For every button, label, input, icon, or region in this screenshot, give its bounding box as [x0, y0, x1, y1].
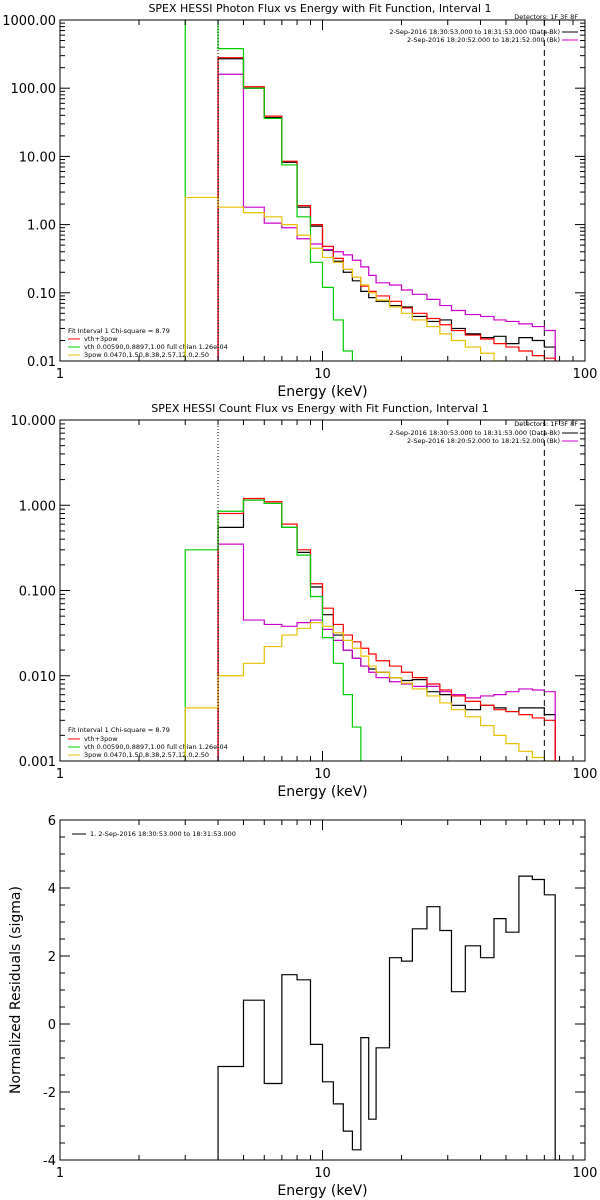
detectors-label: Detectors: 1F 3F 8F — [514, 13, 578, 21]
chart-1-ytick-label: 100.00 — [11, 82, 57, 97]
fit2-legend-vth-text: vth 0.00590,0.8897,1.00 full chian 1.26e… — [84, 743, 228, 751]
chart-2-series-3 — [184, 499, 362, 761]
residual-legend-text: 1. 2-Sep-2016 18:30:53.000 to 18:31:53.0… — [90, 830, 236, 838]
chart-3-ytick-label: -2 — [43, 1086, 56, 1101]
count-fit-legend: Fit Interval 1 Chi-square = 8.79 vth+3po… — [68, 726, 228, 759]
chart-1-ytick-label: 1.00 — [27, 219, 56, 234]
fit2-legend-3pow-text: 3pow 0.0470,1.50,8.38,2.57,12.0,2.50 — [84, 751, 209, 759]
chart-1-ytick-label: 1000.00 — [2, 14, 56, 29]
chart-1-plot: 1 10 100 Energy (keV) 0.01 0.10 1.00 10.00 100.0… — [2, 14, 598, 400]
chart-1-series-1 — [217, 73, 556, 361]
legend-data-bk-text: 2-Sep-2016 18:30:53.000 to 18:31:53.000 … — [389, 28, 560, 36]
chart-1-xtick-label: 100 — [573, 367, 598, 382]
chart-1-series-0 — [217, 58, 556, 361]
photon-top-legend: 2-Sep-2016 18:30:53.000 to 18:31:53.000 … — [389, 28, 578, 44]
chart-3-xtick-label: 100 — [573, 1166, 598, 1181]
photon-fit-legend: Fit Interval 1 Chi-square = 8.79 vth+3po… — [68, 327, 228, 359]
chart-3-series-group — [217, 875, 556, 1160]
fit2-legend-total-text: vth+3pow — [84, 735, 118, 743]
photon-flux-title: SPEX HESSI Photon Flux vs Energy with Fi… — [148, 2, 491, 15]
residual-ylabel: Normalized Residuals (sigma) — [8, 886, 24, 1094]
photon-flux-panel: SPEX HESSI Photon Flux vs Energy with Fi… — [68, 2, 578, 359]
chart-2-plot: 1 10 100 Energy (keV) 0.001 0.010 0.100 1.000 10… — [11, 414, 598, 800]
chart-2-xtick-label: 100 — [573, 767, 598, 782]
fit2-legend-header: Fit Interval 1 Chi-square = 8.79 — [68, 726, 170, 734]
count-top-legend: 2-Sep-2016 18:30:53.000 to 18:31:53.000 … — [389, 429, 578, 445]
chart-2-ytick-label: 1.000 — [19, 499, 56, 514]
chart-2-ytick-label: 0.001 — [19, 755, 56, 770]
legend-bk-text: 2-Sep-2016 18:20:52.000 to 18:21:52.000 … — [407, 36, 560, 44]
chart-2-ytick-label: 10.000 — [11, 414, 57, 429]
chart-3-series-0 — [217, 875, 556, 1160]
chart-1-frame — [59, 19, 586, 362]
chart-2-series-group — [184, 497, 556, 761]
chart-3-ytick-label: 6 — [48, 814, 56, 829]
count-flux-panel: SPEX HESSI Count Flux vs Energy with Fit… — [68, 402, 578, 759]
chart-1-ytick-label: 0.01 — [27, 355, 56, 370]
chart-3-ytick-label: 2 — [48, 950, 56, 965]
chart-1-ytick-label: 10.00 — [19, 150, 56, 165]
chart-2-xtick-label: 10 — [314, 767, 331, 782]
chart-3-ytick-label: 0 — [48, 1018, 56, 1033]
chart-3-xlabel: Energy (keV) — [277, 1183, 367, 1199]
chart-3-plot: 1 10 100 Energy (keV) -4 -2 0 2 4 6 — [43, 814, 598, 1199]
count-flux-title: SPEX HESSI Count Flux vs Energy with Fit… — [151, 402, 488, 415]
fit-legend-total-text: vth+3pow — [84, 335, 118, 343]
chart-3-ytick-label: -4 — [43, 1154, 56, 1169]
chart-1-series-3 — [184, 20, 354, 361]
detectors-label-2: Detectors: 1F 3F 8F — [514, 420, 578, 428]
fit-legend-3pow-text: 3pow 0.0470,1.50,8.38,2.57,12.0,2.50 — [84, 351, 209, 359]
chart-1-xlabel: Energy (keV) — [277, 384, 367, 400]
legend2-bk-text: 2-Sep-2016 18:20:52.000 to 18:21:52.000 … — [407, 437, 560, 445]
chart-1-series-group — [184, 20, 556, 361]
chart-1-series-2 — [217, 57, 556, 361]
residuals-panel: 1. 2-Sep-2016 18:30:53.000 to 18:31:53.0… — [8, 830, 236, 1094]
chart-2-series-0 — [217, 499, 556, 761]
chart-3-ytick-label: 4 — [48, 882, 56, 897]
chart-3-xtick-label: 10 — [314, 1166, 331, 1181]
chart-2-xlabel: Energy (keV) — [277, 784, 367, 800]
fit-legend-vth-text: vth 0.00590,0.8897,1.00 full chian 1.26e… — [84, 343, 228, 351]
chart-1-series-4 — [184, 196, 507, 361]
chart-1-xtick-label: 1 — [56, 367, 64, 382]
chart-3-xtick-label: 1 — [56, 1166, 64, 1181]
legend2-data-bk-text: 2-Sep-2016 18:30:53.000 to 18:31:53.000 … — [389, 429, 560, 437]
chart-2-xtick-label: 1 — [56, 767, 64, 782]
chart-1-ytick-label: 0.10 — [27, 287, 56, 302]
chart-2-series-2 — [217, 497, 556, 761]
chart-3-frame — [59, 819, 586, 1161]
chart-1-xtick-label: 10 — [314, 367, 331, 382]
chart-2-series-4 — [184, 622, 556, 761]
chart-2-ytick-label: 0.010 — [19, 670, 56, 685]
chart-2-ytick-label: 0.100 — [19, 585, 56, 600]
fit-legend-header: Fit Interval 1 Chi-square = 8.79 — [68, 327, 170, 335]
